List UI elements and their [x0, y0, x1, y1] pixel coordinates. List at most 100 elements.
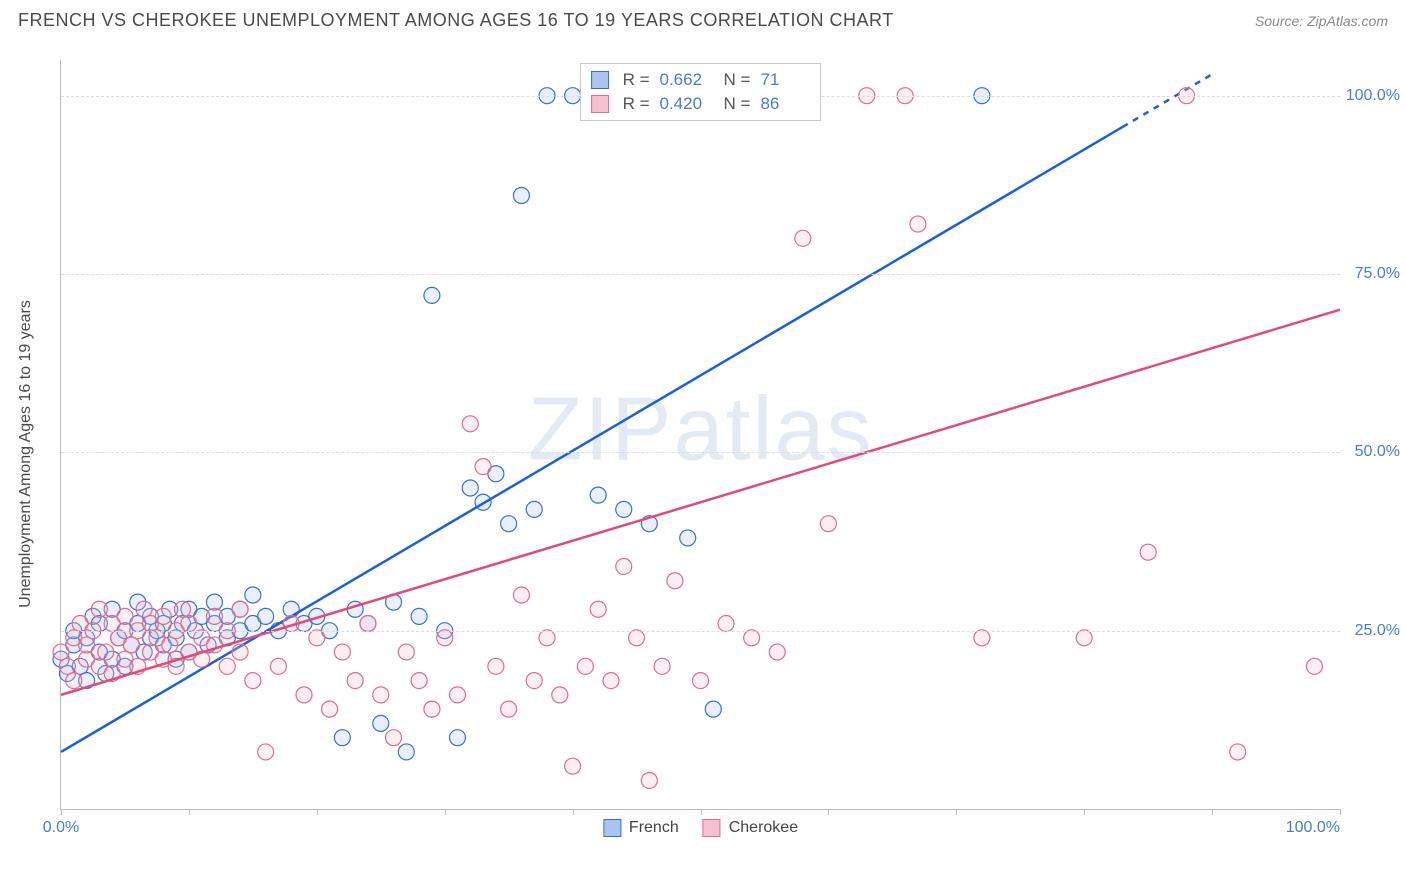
x-tick [1340, 809, 1341, 815]
legend-item-french: French [603, 819, 679, 837]
x-tick-label: 0.0% [43, 819, 79, 837]
scatter-point-french [245, 587, 261, 603]
y-tick-label: 50.0% [1355, 443, 1400, 461]
scatter-point-cherokee [162, 637, 178, 653]
legend-item-cherokee: Cherokee [703, 819, 798, 837]
scatter-point-cherokee [513, 587, 529, 603]
scatter-point-cherokee [91, 601, 107, 617]
scatter-point-cherokee [488, 658, 504, 674]
scatter-point-french [411, 608, 427, 624]
chart-header: FRENCH VS CHEROKEE UNEMPLOYMENT AMONG AG… [0, 0, 1406, 37]
legend-swatch [591, 71, 609, 89]
x-tick [956, 809, 957, 815]
scatter-point-cherokee [181, 616, 197, 632]
legend-swatch [603, 819, 621, 837]
correlation-legend: R =0.662N =71R =0.420N =86 [580, 63, 822, 121]
scatter-point-french [462, 480, 478, 496]
scatter-point-cherokee [347, 673, 363, 689]
scatter-point-cherokee [693, 673, 709, 689]
scatter-point-cherokee [910, 216, 926, 232]
scatter-point-cherokee [462, 416, 478, 432]
scatter-point-cherokee [79, 637, 95, 653]
x-tick [828, 809, 829, 815]
scatter-point-french [513, 188, 529, 204]
scatter-point-french [705, 701, 721, 717]
scatter-point-cherokee [820, 516, 836, 532]
y-tick-label: 100.0% [1346, 87, 1400, 105]
scatter-point-cherokee [974, 630, 990, 646]
scatter-point-cherokee [386, 730, 402, 746]
scatter-point-cherokee [373, 687, 389, 703]
scatter-point-cherokee [334, 644, 350, 660]
scatter-point-cherokee [411, 673, 427, 689]
scatter-point-cherokee [501, 701, 517, 717]
scatter-point-cherokee [155, 608, 171, 624]
gridline [61, 631, 1340, 632]
scatter-point-cherokee [1140, 544, 1156, 560]
scatter-point-french [398, 744, 414, 760]
trend-line-cherokee [61, 310, 1340, 695]
scatter-point-cherokee [1076, 630, 1092, 646]
chart-container: Unemployment Among Ages 16 to 19 years Z… [50, 45, 1390, 845]
scatter-point-cherokee [232, 601, 248, 617]
scatter-point-french [206, 594, 222, 610]
x-tick [317, 809, 318, 815]
scatter-point-cherokee [66, 673, 82, 689]
scatter-point-cherokee [270, 658, 286, 674]
legend-swatch [703, 819, 721, 837]
y-tick-label: 25.0% [1355, 622, 1400, 640]
n-label: N = [724, 70, 751, 90]
scatter-point-french [590, 487, 606, 503]
legend-swatch [591, 95, 609, 113]
n-label: N = [724, 94, 751, 114]
x-tick [573, 809, 574, 815]
x-tick [189, 809, 190, 815]
scatter-point-cherokee [475, 459, 491, 475]
trend-line-dash-french [1123, 74, 1213, 127]
scatter-point-cherokee [424, 701, 440, 717]
x-tick [445, 809, 446, 815]
scatter-point-cherokee [309, 630, 325, 646]
trend-line-french [61, 127, 1123, 752]
scatter-point-cherokee [206, 608, 222, 624]
scatter-point-cherokee [744, 630, 760, 646]
r-label: R = [623, 94, 650, 114]
scatter-point-cherokee [98, 644, 114, 660]
scatter-point-cherokee [123, 637, 139, 653]
scatter-point-cherokee [526, 673, 542, 689]
scatter-point-cherokee [322, 701, 338, 717]
scatter-point-cherokee [437, 630, 453, 646]
gridline [61, 452, 1340, 453]
scatter-point-cherokee [449, 687, 465, 703]
n-value: 86 [760, 94, 810, 114]
scatter-point-french [334, 730, 350, 746]
scatter-point-cherokee [59, 658, 75, 674]
r-value: 0.662 [660, 70, 710, 90]
x-tick [1084, 809, 1085, 815]
y-tick-label: 75.0% [1355, 265, 1400, 283]
legend-label: Cherokee [729, 819, 798, 837]
x-tick-label: 100.0% [1286, 819, 1340, 837]
scatter-point-cherokee [175, 601, 191, 617]
scatter-point-cherokee [616, 558, 632, 574]
scatter-point-cherokee [232, 644, 248, 660]
x-tick [701, 809, 702, 815]
scatter-point-french [501, 516, 517, 532]
scatter-point-cherokee [360, 616, 376, 632]
series-legend: French Cherokee [603, 819, 798, 837]
scatter-point-french [616, 501, 632, 517]
source-attribution: Source: ZipAtlas.com [1255, 13, 1388, 29]
scatter-plot-svg [61, 60, 1340, 809]
plot-area: ZIPatlas R =0.662N =71R =0.420N =86 Fren… [60, 60, 1340, 810]
gridline [61, 274, 1340, 275]
legend-row-french: R =0.662N =71 [591, 68, 811, 92]
r-value: 0.420 [660, 94, 710, 114]
x-tick [61, 809, 62, 815]
scatter-point-french [424, 287, 440, 303]
scatter-point-french [283, 601, 299, 617]
scatter-point-cherokee [654, 658, 670, 674]
scatter-point-french [373, 715, 389, 731]
scatter-point-cherokee [219, 658, 235, 674]
chart-title: FRENCH VS CHEROKEE UNEMPLOYMENT AMONG AG… [18, 10, 894, 31]
scatter-point-cherokee [718, 616, 734, 632]
